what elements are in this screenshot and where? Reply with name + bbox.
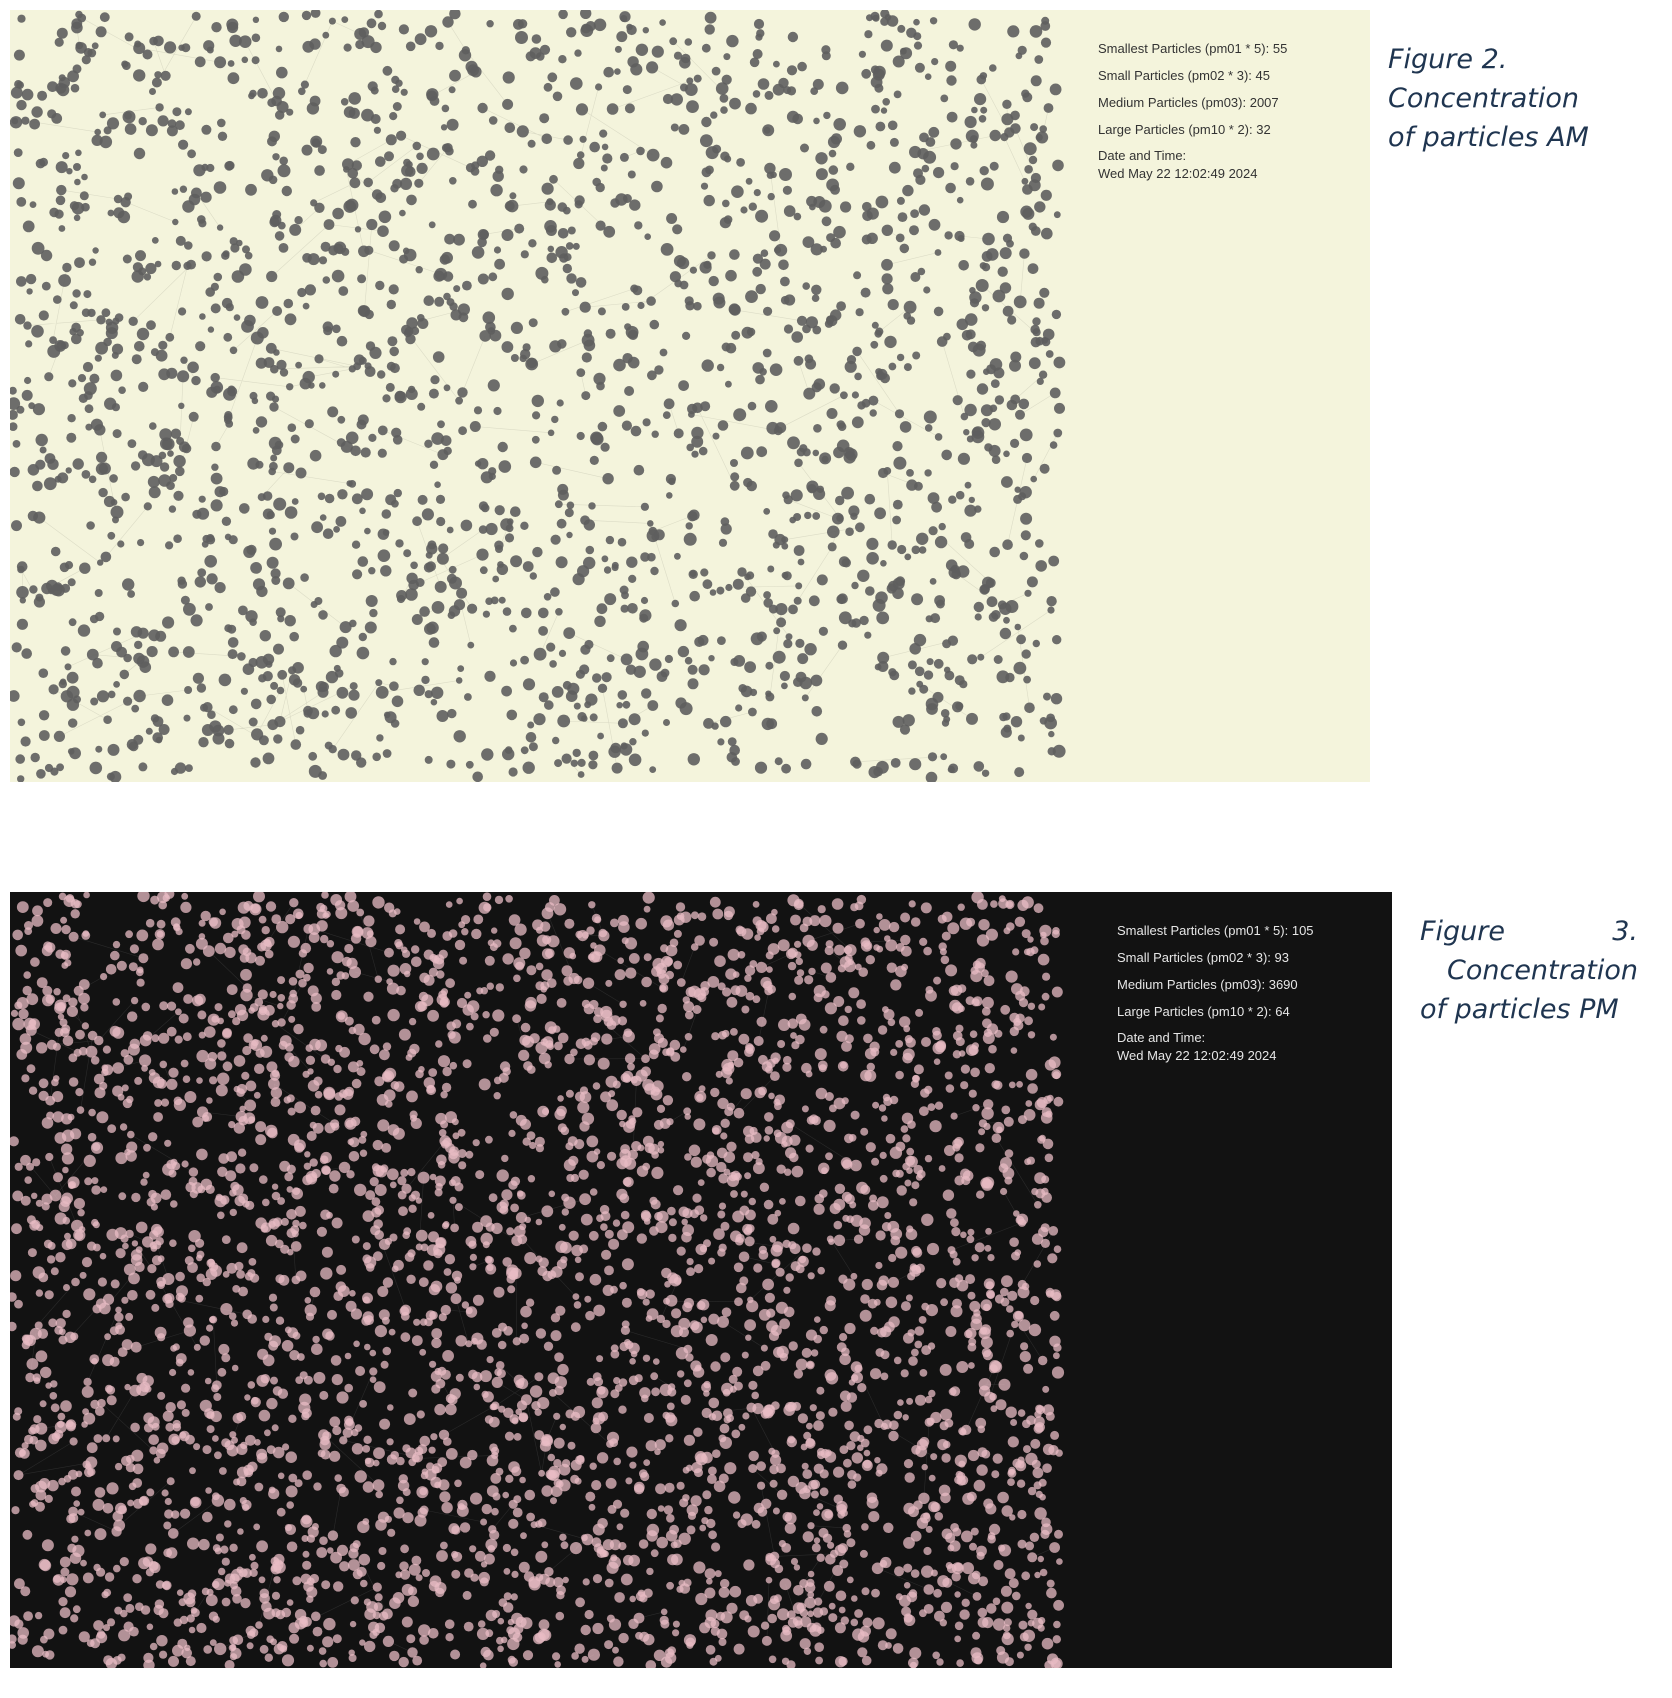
large-particles-label: Large Particles (pm10 * 2): 32: [1098, 122, 1271, 137]
particle-visualization-pm: Smallest Particles (pm01 * 5): 105 Small…: [10, 892, 1392, 1668]
particle-visualization-am: Smallest Particles (pm01 * 5): 55 Small …: [10, 10, 1370, 782]
caption-line: of particles PM: [1420, 994, 1619, 1025]
caption-line: Concentration: [1446, 955, 1638, 986]
date-time-label: Date and Time:: [1117, 1030, 1206, 1045]
particle-readout-pm: Smallest Particles (pm01 * 5): 105 Small…: [1117, 917, 1314, 1065]
date-time-value: Wed May 22 12:02:49 2024: [1117, 1048, 1277, 1063]
small-particles-label: Small Particles (pm02 * 3): 45: [1098, 68, 1270, 83]
smallest-particles-label: Smallest Particles (pm01 * 5): 105: [1117, 923, 1314, 938]
small-particles-label: Small Particles (pm02 * 3): 93: [1117, 950, 1289, 965]
particle-network-am: [10, 10, 1066, 782]
smallest-particles-label: Smallest Particles (pm01 * 5): 55: [1098, 41, 1288, 56]
caption-line: Figure 3.: [1420, 916, 1638, 947]
figure-caption-am: Figure 2. Concentration of particles AM: [1388, 40, 1628, 157]
caption-line: Concentration: [1388, 83, 1580, 114]
date-time-label: Date and Time:: [1098, 148, 1187, 163]
figure-caption-pm: Figure 3. Concentration of particles PM: [1420, 912, 1638, 1029]
particles: [10, 10, 1066, 782]
medium-particles-label: Medium Particles (pm03): 2007: [1098, 95, 1279, 110]
particle-readout-am: Smallest Particles (pm01 * 5): 55 Small …: [1098, 35, 1287, 183]
medium-particles-label: Medium Particles (pm03): 3690: [1117, 977, 1298, 992]
particle-network-pm: [10, 892, 1065, 1668]
caption-line: of particles AM: [1388, 122, 1589, 153]
particles: [10, 892, 1065, 1668]
date-time-value: Wed May 22 12:02:49 2024: [1098, 166, 1258, 181]
large-particles-label: Large Particles (pm10 * 2): 64: [1117, 1004, 1290, 1019]
caption-line: Figure 2.: [1388, 44, 1508, 75]
